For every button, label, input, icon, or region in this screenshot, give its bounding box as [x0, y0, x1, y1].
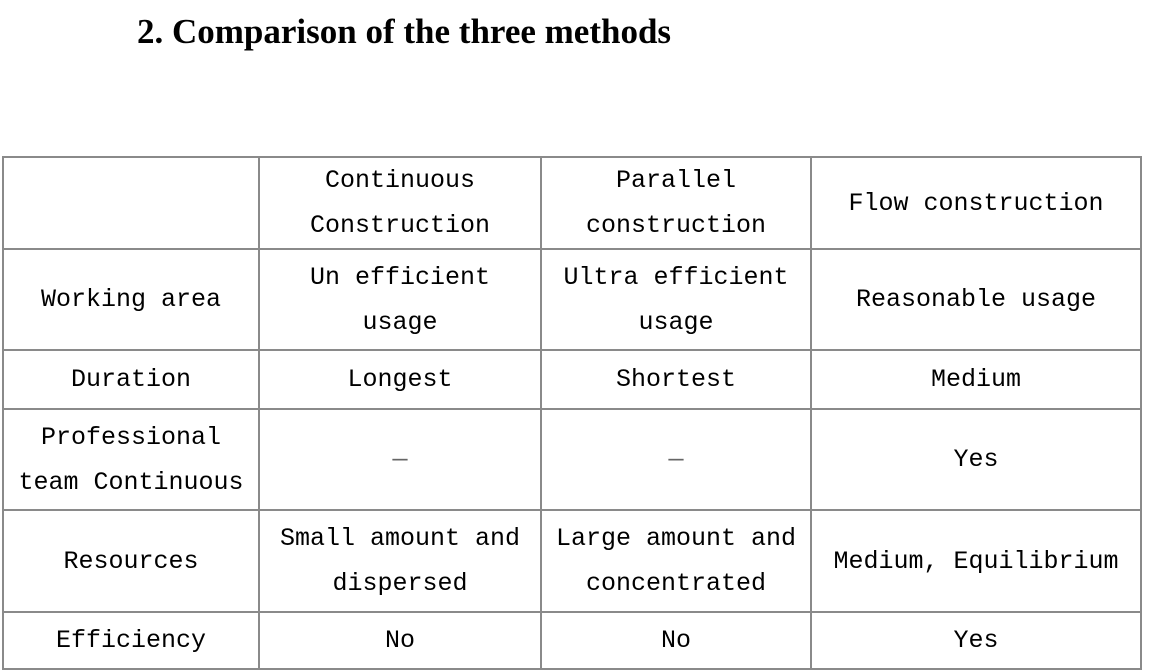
comparison-table: Continuous Construction Parallel constru… — [2, 156, 1142, 670]
table-cell: — — [258, 408, 542, 511]
row-label: Working area — [2, 248, 260, 351]
row-label: Resources — [2, 509, 260, 613]
header-cell-flow: Flow construction — [810, 156, 1142, 250]
header-cell-parallel: Parallel construction — [540, 156, 812, 250]
table-row: Resources Small amount and dispersed Lar… — [2, 509, 1142, 613]
row-label: Duration — [2, 349, 260, 410]
table-cell: No — [258, 611, 542, 670]
table-cell: Shortest — [540, 349, 812, 410]
table-cell: Yes — [810, 408, 1142, 511]
table-header-row: Continuous Construction Parallel constru… — [2, 156, 1142, 250]
table-cell: — — [540, 408, 812, 511]
header-cell-empty — [2, 156, 260, 250]
table-cell: Medium, Equilibrium — [810, 509, 1142, 613]
table-cell: No — [540, 611, 812, 670]
table-cell: Large amount and concentrated — [540, 509, 812, 613]
table-cell: Medium — [810, 349, 1142, 410]
table-cell: Un efficient usage — [258, 248, 542, 351]
row-label: Professional team Continuous — [2, 408, 260, 511]
table-cell: Ultra efficient usage — [540, 248, 812, 351]
page-title: 2. Comparison of the three methods — [137, 12, 672, 51]
table-cell: Longest — [258, 349, 542, 410]
table-row: Working area Un efficient usage Ultra ef… — [2, 248, 1142, 351]
row-label: Efficiency — [2, 611, 260, 670]
table-cell: Small amount and dispersed — [258, 509, 542, 613]
table-cell: Yes — [810, 611, 1142, 670]
table-row: Professional team Continuous — — Yes — [2, 408, 1142, 511]
header-cell-continuous: Continuous Construction — [258, 156, 542, 250]
table-row: Efficiency No No Yes — [2, 611, 1142, 670]
table-row: Duration Longest Shortest Medium — [2, 349, 1142, 410]
table-cell: Reasonable usage — [810, 248, 1142, 351]
